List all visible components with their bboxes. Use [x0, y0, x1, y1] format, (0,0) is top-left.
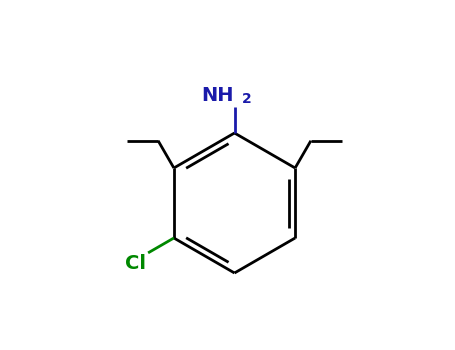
Text: 2: 2: [242, 92, 252, 106]
Text: NH: NH: [201, 86, 234, 105]
Text: Cl: Cl: [126, 254, 147, 273]
